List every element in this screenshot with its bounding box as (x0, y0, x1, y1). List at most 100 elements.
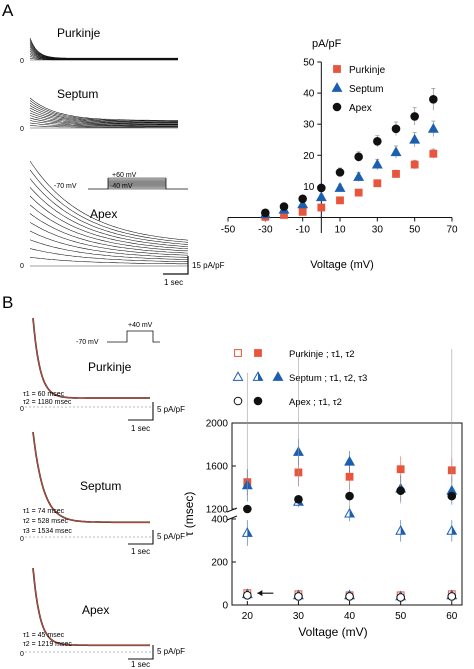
iv-chart: -50 -30 -10 10 30 50 70 10 20 30 40 50 Voltage (mV) p… (221, 38, 458, 271)
iv-point-septum (353, 171, 365, 181)
tau-x-tick-label: 30 (293, 611, 305, 622)
iv-x-axis-label: Voltage (mV) (310, 259, 374, 271)
tau-y-tick-label: 1200 (206, 505, 229, 516)
scale-bar-b-purkinje (128, 402, 154, 421)
iv-point-purkinje (373, 179, 382, 188)
iv-legend-marker-purkinje (333, 65, 341, 73)
tau-y-tick-label: 200 (211, 558, 228, 569)
scale-x-label-b-septum: 1 sec (131, 547, 150, 556)
trace-purkinje-8 (29, 45, 178, 60)
protocol-top-voltage: +60 mV (112, 172, 137, 179)
iv-point-septum (297, 198, 309, 209)
tau-x-tick-label: 60 (446, 611, 458, 622)
tau-point-apex-τ1 (345, 592, 354, 601)
scale-y-label-b-purkinje: 5 pA/pF (157, 405, 185, 414)
tau-point-septum-τ2-half (451, 526, 457, 535)
tau-line-purkinje-1: τ1 = 60 msec (23, 391, 65, 398)
raw-trace-purkinje (32, 317, 150, 399)
protocol-a-hold (88, 178, 109, 190)
tau-line-apex-2: τ2 = 1219 msec (23, 641, 72, 648)
iv-legend-label-septum: Septum (349, 84, 383, 95)
iv-y-tick-label: 50 (303, 58, 315, 69)
iv-x-tick-label: 10 (334, 224, 346, 235)
tau-legend (232, 349, 284, 406)
trace-apex-11 (29, 169, 189, 243)
tau-x-tick-label: 50 (395, 611, 407, 622)
tau-legend-marker-septum-τ1 (232, 371, 244, 381)
iv-point-apex (391, 124, 401, 134)
tau-point-septum-τ2-half (349, 508, 355, 518)
trace-apex-3 (29, 239, 188, 260)
tau-y-tick-label: 400 (211, 515, 228, 526)
trace-septum-10 (29, 102, 178, 122)
trace-purkinje-11 (29, 39, 178, 59)
trace-septum-6 (29, 112, 178, 125)
iv-point-septum (371, 158, 383, 169)
legend-text-apex: Apex ; τ1, τ2 (289, 397, 342, 408)
tau-legend-marker-septum-τ3 (272, 371, 284, 381)
tau-y-tick-label: 1600 (206, 462, 229, 473)
tau-axis-break-gap (228, 510, 236, 518)
scale-bar-a (163, 256, 189, 275)
tau-y-tick-label: 2000 (206, 419, 229, 430)
trace-apex-10 (29, 178, 189, 245)
scale-x-label-b-apex: 1 sec (131, 660, 150, 669)
tau-point-apex-τ1 (396, 593, 405, 602)
zero-marker-b-purkinje: 0 (20, 406, 24, 413)
iv-point-purkinje (410, 160, 419, 169)
iv-point-apex (429, 95, 438, 104)
scale-bar-b-apex (128, 645, 154, 660)
scale-bar-b-septum (128, 530, 154, 545)
trace-septum-5 (29, 115, 178, 126)
trace-septum-11 (29, 100, 178, 122)
tau-x-tick-label: 40 (344, 611, 356, 622)
trace-apex-2 (29, 248, 188, 262)
tau-legend-marker-purkinje-τ1 (234, 349, 242, 357)
trace-septum-3 (29, 120, 178, 127)
tau-axis-break-mark (226, 515, 238, 521)
trace-apex-12 (29, 160, 189, 241)
trace-label-purkinje: Purkinje (57, 26, 101, 40)
iv-point-septum (409, 133, 421, 144)
trace-apex-6 (29, 213, 189, 254)
fit-trace-septum (32, 431, 150, 523)
trace-apex-7 (29, 204, 189, 252)
tau-point-apex-τ2 (345, 491, 354, 501)
iv-x-tick-label: -50 (221, 224, 236, 235)
iv-point-apex (261, 208, 270, 218)
voltage-protocol-a (88, 177, 188, 190)
iv-y-tick-label: 10 (303, 182, 315, 193)
scale-bar-y-label-a: 15 pA/pF (192, 261, 225, 270)
iv-legend-marker-apex (332, 102, 342, 112)
trace-b-label-purkinje: Purkinje (88, 360, 132, 374)
tau-legend-marker-apex-τ1 (233, 396, 243, 406)
fit-trace-purkinje (32, 317, 150, 399)
panel-label-b: B (2, 293, 13, 312)
trace-b-label-septum: Septum (80, 479, 121, 493)
trace-purkinje-9 (29, 43, 178, 59)
iv-point-apex (354, 152, 363, 162)
tau-point-apex-τ1 (294, 592, 303, 601)
iv-point-apex (317, 183, 326, 193)
zero-marker-apex: 0 (20, 263, 24, 270)
panel-label-a: A (2, 1, 14, 20)
iv-point-septum (334, 182, 346, 192)
trace-label-septum: Septum (57, 87, 98, 101)
iv-x-tick-label: -10 (295, 224, 310, 235)
scale-x-label-b-purkinje: 1 sec (131, 424, 150, 433)
tau-point-apex-τ2 (294, 495, 303, 504)
tau-point-apex-τ1 (447, 592, 457, 601)
protocol-hold-voltage: -70 mV (54, 183, 77, 190)
protocol-b-hold-voltage: -70 mV (76, 339, 99, 346)
iv-legend-label-purkinje: Purkinje (349, 65, 386, 76)
iv-point-purkinje (298, 207, 307, 216)
zero-marker-purkinje: 0 (20, 58, 24, 65)
tau-point-septum-τ3 (344, 455, 356, 466)
zero-marker-b-apex: 0 (20, 651, 24, 658)
tau-y-axis-label: τ (msec) (182, 492, 196, 537)
protocol-low-voltage: -40 mV (110, 183, 133, 190)
scale-y-label-b-apex: 5 pA/pF (157, 647, 185, 656)
tau-line-septum-3: τ3 = 1534 msec (23, 528, 72, 535)
legend-text-septum: Septum ; τ1, τ2, τ3 (289, 373, 367, 384)
